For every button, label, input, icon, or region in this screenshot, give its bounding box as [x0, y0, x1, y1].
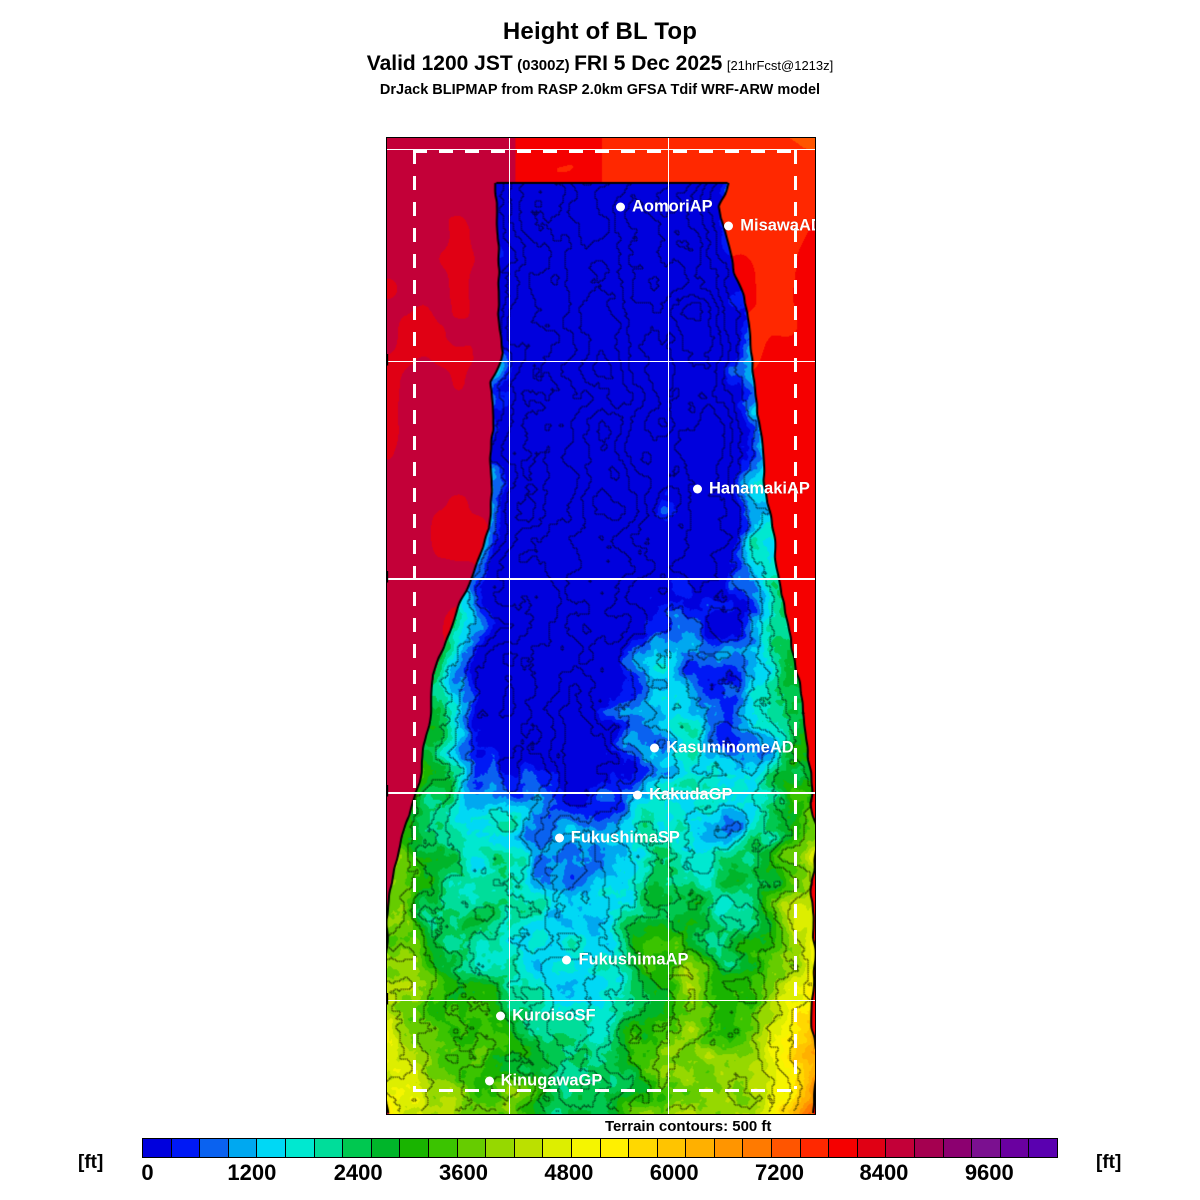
colorbar-segment	[657, 1139, 687, 1157]
colorbar-segment	[257, 1139, 286, 1157]
colorbar-segment	[800, 1139, 830, 1157]
colorbar-tick: 7200	[755, 1160, 805, 1185]
domain-box-bottom	[412, 1088, 795, 1092]
colorbar-tick: 8400	[859, 1160, 909, 1185]
colorbar-segment	[228, 1139, 258, 1157]
colorbar-segment	[829, 1139, 858, 1157]
colorbar-tick-labels: 0 1200 2400 3600 4800 6000 7200 8400 9600	[141, 1160, 1058, 1194]
colorbar-tick: 0	[141, 1160, 154, 1185]
domain-box-left	[412, 149, 416, 1089]
valid-time-line: Valid 1200 JST (0300Z) FRI 5 Dec 2025 [2…	[0, 52, 1200, 78]
gridline-latitude	[387, 791, 815, 794]
colorbar-tick: 2400	[333, 1160, 383, 1185]
colorbar-segment	[314, 1139, 344, 1157]
lat-tick-left: 39N	[387, 569, 389, 588]
terrain-contour-note: Terrain contours: 500 ft	[605, 1118, 772, 1135]
colorbar-segment	[143, 1139, 172, 1157]
gridline-longitude	[508, 138, 511, 1114]
colorbar-segment	[915, 1139, 944, 1157]
lat-tick-left: 37N	[387, 990, 389, 1009]
colorbar-segment	[543, 1139, 572, 1157]
map-top-rule	[387, 148, 815, 151]
gridline-latitude	[387, 999, 815, 1002]
colorbar-segment	[1000, 1139, 1030, 1157]
colorbar-segment	[600, 1139, 630, 1157]
valid-time-prefix: Valid 1200 JST	[366, 52, 513, 75]
lat-tick-left: 40N	[387, 351, 389, 370]
colorbar-segment	[171, 1139, 201, 1157]
colorbar-segment	[857, 1139, 887, 1157]
gridline-longitude	[667, 138, 670, 1114]
colorbar-segment	[686, 1139, 715, 1157]
colorbar-segment	[886, 1139, 916, 1157]
colorbar-segment	[571, 1139, 601, 1157]
colorbar-units-left: [ft]	[78, 1152, 104, 1173]
colorbar-segment	[1029, 1139, 1057, 1157]
colorbar-tick: 4800	[544, 1160, 594, 1185]
colorbar-segment	[514, 1139, 544, 1157]
colorbar-segment	[457, 1139, 487, 1157]
colorbar-segment	[714, 1139, 744, 1157]
colorbar-segment	[943, 1139, 973, 1157]
title-block: Height of BL Top Valid 1200 JST (0300Z) …	[0, 18, 1200, 99]
colorbar-segment	[629, 1139, 658, 1157]
colorbar-segment	[371, 1139, 401, 1157]
page-title: Height of BL Top	[502, 18, 698, 45]
colorbar-tick: 9600	[964, 1160, 1014, 1185]
valid-time-utc: (0300Z)	[517, 57, 570, 74]
forecast-map[interactable]: 140E140E141E141E40N40N39N39N38N38N37N37N…	[386, 137, 816, 1115]
colorbar-tick: 6000	[649, 1160, 699, 1185]
model-description: DrJack BLIPMAP from RASP 2.0km GFSA Tdif…	[379, 82, 821, 98]
colorbar-segment	[285, 1139, 315, 1157]
colorbar-segment	[486, 1139, 515, 1157]
gridline-latitude	[387, 578, 815, 580]
colorbar-segment	[200, 1139, 229, 1157]
forecast-tag: [21hrFcst@1213z]	[726, 58, 834, 73]
colorbar-segment	[972, 1139, 1001, 1157]
colorbar-units-right: [ft]	[1096, 1152, 1122, 1173]
domain-box-right	[794, 149, 798, 1089]
lat-tick-left: 38N	[387, 782, 389, 801]
colorbar-segment	[743, 1139, 773, 1157]
domain-box-top	[412, 149, 795, 153]
colorbar-segment	[428, 1139, 458, 1157]
colorbar-tick: 1200	[227, 1160, 277, 1185]
colorbar-segment	[772, 1139, 801, 1157]
valid-date: FRI 5 Dec 2025	[574, 52, 723, 75]
colorbar-segment	[400, 1139, 429, 1157]
gridline-latitude	[387, 360, 815, 363]
colorbar-segment	[343, 1139, 372, 1157]
colorbar[interactable]	[142, 1138, 1058, 1158]
colorbar-tick: 3600	[439, 1160, 488, 1185]
bl-top-height-raster	[387, 138, 815, 1114]
